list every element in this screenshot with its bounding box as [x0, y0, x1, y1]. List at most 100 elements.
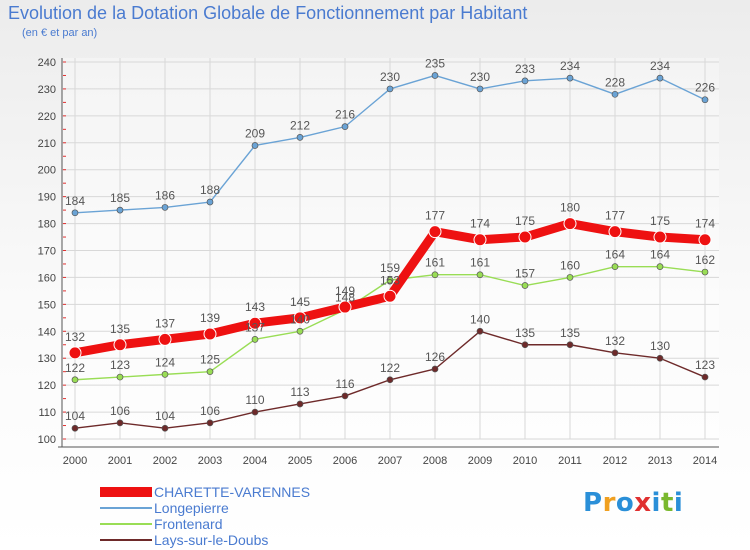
legend: CHARETTE-VARENNES Longepierre Frontenard…: [100, 484, 360, 548]
y-tick-label: 220: [38, 111, 56, 123]
data-label: 143: [245, 300, 265, 314]
data-point: [71, 209, 79, 217]
data-point: [521, 341, 529, 349]
data-point: [161, 371, 169, 378]
legend-label: Lays-sur-le-Doubs: [154, 532, 269, 548]
data-point: [248, 316, 262, 330]
data-label: 234: [560, 59, 580, 73]
legend-item-frontenard[interactable]: Frontenard: [100, 516, 360, 532]
data-point: [656, 354, 664, 362]
data-label: 132: [605, 334, 625, 348]
data-label: 226: [695, 81, 715, 95]
data-label: 157: [515, 267, 535, 281]
logo-letter: i: [651, 488, 661, 518]
data-label: 174: [695, 217, 715, 231]
data-label: 139: [200, 311, 220, 325]
data-label: 235: [425, 56, 445, 70]
data-point: [341, 392, 349, 400]
data-point: [206, 419, 214, 427]
x-tick-label: 2007: [378, 455, 402, 467]
legend-label: Longepierre: [154, 500, 229, 516]
legend-swatch: [100, 523, 152, 525]
data-point: [206, 368, 214, 376]
data-label: 110: [245, 393, 264, 407]
x-tick-label: 2000: [63, 455, 87, 467]
data-label: 140: [470, 312, 490, 326]
data-label: 153: [380, 273, 400, 287]
x-tick-label: 2001: [108, 455, 132, 467]
data-label: 135: [110, 322, 130, 336]
legend-item-charette-varennes[interactable]: CHARETTE-VARENNES: [100, 484, 360, 500]
data-point: [611, 349, 619, 357]
data-label: 124: [155, 355, 175, 369]
data-label: 116: [335, 377, 354, 391]
data-point: [296, 327, 304, 335]
data-label: 174: [470, 217, 490, 231]
y-tick-label: 110: [38, 407, 56, 419]
data-point: [296, 134, 304, 141]
data-point: [161, 424, 169, 432]
chart-subtitle: (en € et par an): [22, 27, 98, 39]
data-label: 104: [65, 409, 85, 423]
legend-item-lays-sur-le-doubs[interactable]: Lays-sur-le-Doubs: [100, 532, 360, 548]
data-point: [653, 230, 667, 244]
data-point: [206, 198, 214, 206]
data-label: 185: [110, 191, 130, 205]
data-point: [251, 142, 259, 149]
legend-label: Frontenard: [154, 516, 223, 532]
data-label: 209: [245, 126, 265, 140]
data-label: 234: [650, 59, 670, 73]
logo-letter: P: [583, 488, 603, 518]
data-point: [383, 289, 397, 303]
y-tick-label: 240: [38, 57, 56, 69]
y-tick-label: 180: [38, 219, 56, 231]
data-label: 233: [515, 62, 535, 76]
data-point: [431, 365, 439, 373]
x-tick-label: 2014: [693, 455, 717, 467]
data-point: [116, 419, 124, 427]
data-label: 104: [155, 409, 175, 423]
data-label: 149: [335, 284, 355, 298]
data-point: [71, 376, 79, 384]
y-tick-label: 100: [38, 434, 56, 446]
y-tick-label: 140: [38, 326, 56, 338]
y-tick-label: 210: [38, 138, 56, 150]
legend-swatch: [100, 487, 152, 497]
data-label: 164: [605, 248, 625, 262]
data-label: 177: [425, 209, 445, 223]
y-tick-label: 160: [38, 272, 56, 284]
chart-title: Evolution de la Dotation Globale de Fonc…: [8, 3, 528, 23]
y-tick-label: 120: [38, 380, 56, 392]
data-point: [203, 327, 217, 341]
data-label: 175: [650, 214, 670, 228]
data-label: 212: [290, 118, 310, 132]
data-point: [476, 327, 484, 335]
data-label: 137: [155, 316, 175, 330]
data-label: 137: [245, 320, 265, 334]
data-point: [611, 90, 619, 98]
data-point: [251, 408, 259, 416]
data-point: [338, 300, 352, 314]
data-point: [608, 225, 622, 239]
data-point: [431, 72, 439, 79]
x-tick-label: 2002: [153, 455, 177, 467]
x-tick-label: 2004: [243, 455, 267, 467]
data-point: [251, 336, 259, 343]
y-tick-label: 230: [38, 84, 56, 96]
data-label: 113: [290, 385, 309, 399]
legend-item-longepierre[interactable]: Longepierre: [100, 500, 360, 516]
data-label: 230: [380, 70, 400, 84]
legend-label: CHARETTE-VARENNES: [154, 484, 311, 500]
data-label: 145: [290, 295, 310, 309]
data-point: [431, 271, 439, 279]
x-tick-label: 2013: [648, 455, 672, 467]
data-label: 123: [110, 358, 130, 372]
data-label: 180: [560, 201, 580, 215]
data-point: [158, 332, 172, 346]
data-label: 159: [380, 261, 400, 275]
data-point: [521, 282, 529, 289]
data-label: 122: [65, 361, 85, 375]
y-tick-label: 130: [38, 353, 56, 365]
y-tick-label: 150: [38, 299, 56, 311]
logo-letter: x: [634, 488, 652, 518]
